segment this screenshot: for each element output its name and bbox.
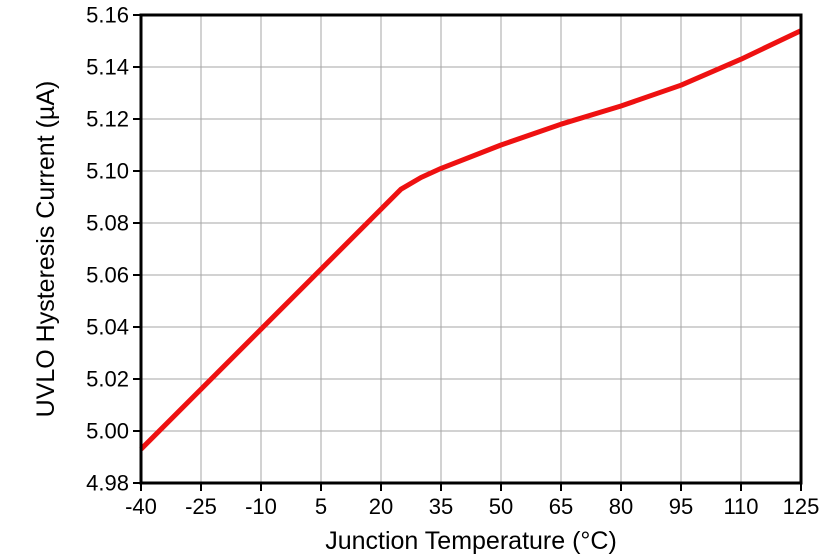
y-tick-label: 5.08 xyxy=(86,211,129,236)
y-tick-label: 5.06 xyxy=(86,263,129,288)
x-tick-label: -25 xyxy=(185,494,217,519)
y-tick-label: 5.14 xyxy=(86,55,129,80)
y-tick-label: 5.00 xyxy=(86,419,129,444)
x-tick-label: 110 xyxy=(723,494,758,519)
y-tick-label: 5.04 xyxy=(86,315,129,340)
y-tick-label: 5.16 xyxy=(86,3,129,28)
x-tick-label: 80 xyxy=(609,494,633,519)
x-tick-label: 65 xyxy=(549,494,573,519)
x-tick-label: 125 xyxy=(783,494,820,519)
x-tick-label: 5 xyxy=(315,494,327,519)
data-line xyxy=(139,28,803,451)
x-tick-label: 50 xyxy=(489,494,513,519)
y-axis-title: UVLO Hysteresis Current (µA) xyxy=(32,80,60,418)
plot-border xyxy=(139,13,803,485)
y-tick-label: 5.10 xyxy=(86,159,129,184)
y-tick-label: 4.98 xyxy=(86,471,129,496)
x-tick-label: -10 xyxy=(245,494,277,519)
y-tick-label: 5.02 xyxy=(86,367,129,392)
y-tick-label: 5.12 xyxy=(86,107,129,132)
x-tick-label: 20 xyxy=(369,494,393,519)
x-tick-label: 95 xyxy=(669,494,693,519)
x-tick-label: 35 xyxy=(429,494,453,519)
x-axis-title: Junction Temperature (°C) xyxy=(325,527,617,555)
x-tick-label: -40 xyxy=(125,494,157,519)
